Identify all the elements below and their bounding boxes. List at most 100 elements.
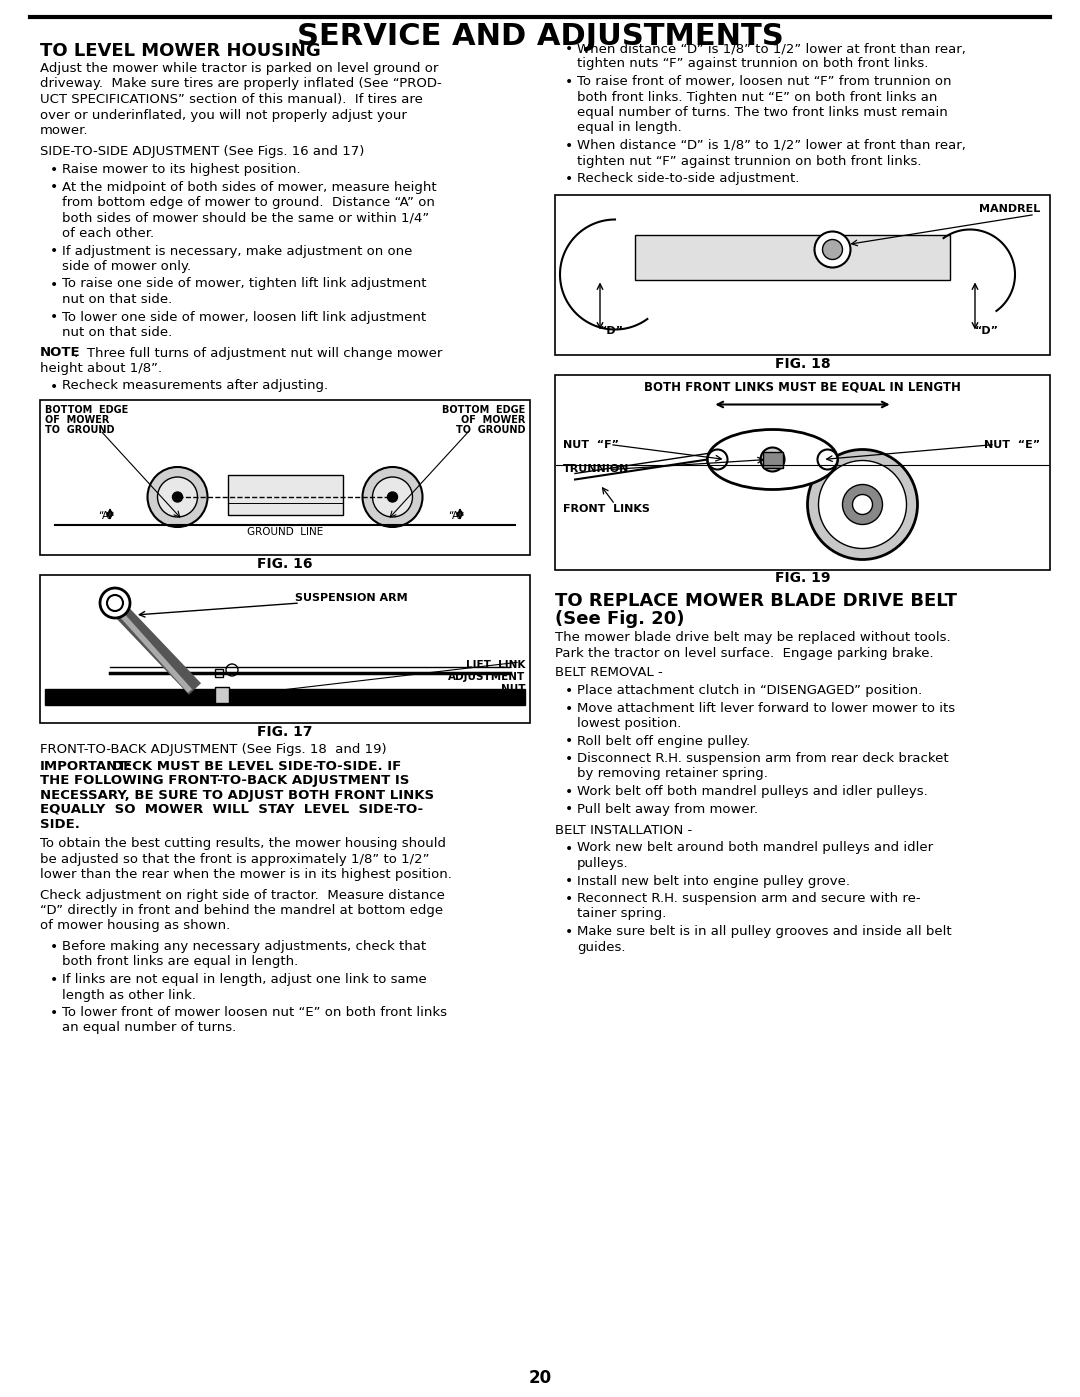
Text: DECK MUST BE LEVEL SIDE-TO-SIDE. IF: DECK MUST BE LEVEL SIDE-TO-SIDE. IF	[112, 760, 402, 773]
Circle shape	[363, 467, 422, 527]
Text: •: •	[50, 278, 58, 292]
Text: TO  GROUND: TO GROUND	[456, 425, 525, 434]
Text: FRONT  LINKS: FRONT LINKS	[563, 504, 650, 514]
Text: FIG. 19: FIG. 19	[774, 571, 831, 585]
Circle shape	[707, 450, 728, 469]
Text: •: •	[50, 163, 58, 177]
Text: Adjust the mower while tractor is parked on level ground or: Adjust the mower while tractor is parked…	[40, 61, 438, 75]
Text: Make sure belt is in all pulley grooves and inside all belt: Make sure belt is in all pulley grooves …	[577, 925, 951, 937]
Text: NUT: NUT	[500, 685, 525, 694]
Text: Pull belt away from mower.: Pull belt away from mower.	[577, 802, 758, 816]
Text: Before making any necessary adjustments, check that: Before making any necessary adjustments,…	[62, 940, 427, 953]
Text: UCT SPECIFICATIONS” section of this manual).  If tires are: UCT SPECIFICATIONS” section of this manu…	[40, 94, 423, 106]
Circle shape	[100, 588, 130, 617]
Circle shape	[158, 476, 198, 517]
Text: Roll belt off engine pulley.: Roll belt off engine pulley.	[577, 735, 751, 747]
Text: lowest position.: lowest position.	[577, 717, 681, 731]
Text: If adjustment is necessary, make adjustment on one: If adjustment is necessary, make adjustm…	[62, 244, 413, 257]
Text: •: •	[565, 172, 573, 186]
Text: side of mower only.: side of mower only.	[62, 260, 191, 272]
Text: Raise mower to its highest position.: Raise mower to its highest position.	[62, 163, 300, 176]
Bar	[762, 451, 783, 468]
Text: “D” directly in front and behind the mandrel at bottom edge: “D” directly in front and behind the man…	[40, 904, 443, 916]
Text: NUT  “E”: NUT “E”	[984, 440, 1040, 450]
Text: •: •	[565, 752, 573, 766]
Circle shape	[148, 467, 207, 527]
Text: IMPORTANT:: IMPORTANT:	[40, 760, 132, 773]
Bar	[555, 374, 1050, 570]
Text: •: •	[50, 310, 58, 324]
Circle shape	[814, 232, 851, 267]
Text: OF  MOWER: OF MOWER	[45, 415, 109, 425]
Text: an equal number of turns.: an equal number of turns.	[62, 1021, 237, 1035]
Text: both sides of mower should be the same or within 1/4”: both sides of mower should be the same o…	[62, 211, 429, 225]
Text: NUT  “F”: NUT “F”	[563, 440, 619, 450]
Text: BELT REMOVAL -: BELT REMOVAL -	[555, 666, 663, 679]
Text: LIFT  LINK: LIFT LINK	[465, 659, 525, 671]
Circle shape	[767, 454, 779, 465]
Text: by removing retainer spring.: by removing retainer spring.	[577, 767, 768, 781]
Text: TO REPLACE MOWER BLADE DRIVE BELT: TO REPLACE MOWER BLADE DRIVE BELT	[555, 591, 957, 609]
Text: TO  GROUND: TO GROUND	[45, 425, 114, 434]
Text: TRUNNION: TRUNNION	[563, 464, 630, 475]
Circle shape	[823, 239, 842, 260]
Text: •: •	[565, 701, 573, 715]
Text: tighten nut “F” against trunnion on both front links.: tighten nut “F” against trunnion on both…	[577, 155, 921, 168]
Text: of each other.: of each other.	[62, 226, 154, 240]
Text: mower.: mower.	[40, 124, 89, 137]
Text: •: •	[50, 244, 58, 258]
Text: TO LEVEL MOWER HOUSING: TO LEVEL MOWER HOUSING	[40, 42, 321, 60]
Circle shape	[842, 485, 882, 524]
Text: •: •	[565, 841, 573, 855]
Text: Work belt off both mandrel pulleys and idler pulleys.: Work belt off both mandrel pulleys and i…	[577, 785, 928, 798]
Circle shape	[107, 595, 123, 610]
Text: •: •	[50, 380, 58, 394]
Text: EQUALLY  SO  MOWER  WILL  STAY  LEVEL  SIDE-TO-: EQUALLY SO MOWER WILL STAY LEVEL SIDE-TO…	[40, 803, 423, 816]
Text: THE FOLLOWING FRONT-TO-BACK ADJUSTMENT IS: THE FOLLOWING FRONT-TO-BACK ADJUSTMENT I…	[40, 774, 409, 787]
Text: from bottom edge of mower to ground.  Distance “A” on: from bottom edge of mower to ground. Dis…	[62, 196, 435, 210]
Text: NECESSARY, BE SURE TO ADJUST BOTH FRONT LINKS: NECESSARY, BE SURE TO ADJUST BOTH FRONT …	[40, 788, 434, 802]
Text: NOTE: NOTE	[40, 346, 81, 359]
Text: OF  MOWER: OF MOWER	[461, 415, 525, 425]
Text: “A”: “A”	[448, 511, 463, 521]
Bar	[228, 475, 342, 515]
Bar	[45, 689, 525, 705]
Circle shape	[173, 492, 183, 502]
Text: The mower blade drive belt may be replaced without tools.: The mower blade drive belt may be replac…	[555, 631, 950, 644]
Bar	[40, 576, 530, 724]
Text: 20: 20	[528, 1369, 552, 1387]
Text: pulleys.: pulleys.	[577, 856, 629, 870]
Text: tainer spring.: tainer spring.	[577, 908, 666, 921]
Text: driveway.  Make sure tires are properly inflated (See “PROD-: driveway. Make sure tires are properly i…	[40, 77, 442, 91]
Text: BOTTOM  EDGE: BOTTOM EDGE	[442, 405, 525, 415]
Circle shape	[760, 447, 784, 472]
Text: •: •	[50, 940, 58, 954]
Text: height about 1/8”.: height about 1/8”.	[40, 362, 162, 374]
Text: To lower front of mower loosen nut “E” on both front links: To lower front of mower loosen nut “E” o…	[62, 1006, 447, 1018]
Text: SERVICE AND ADJUSTMENTS: SERVICE AND ADJUSTMENTS	[297, 22, 783, 52]
Text: •: •	[565, 802, 573, 816]
Text: GROUND  LINE: GROUND LINE	[247, 527, 323, 536]
Bar	[555, 194, 1050, 355]
Text: ADJUSTMENT: ADJUSTMENT	[448, 672, 525, 682]
Text: of mower housing as shown.: of mower housing as shown.	[40, 919, 230, 933]
Text: •: •	[565, 138, 573, 154]
Text: Move attachment lift lever forward to lower mower to its: Move attachment lift lever forward to lo…	[577, 701, 955, 714]
Text: both front links. Tighten nut “E” on both front links an: both front links. Tighten nut “E” on bot…	[577, 91, 937, 103]
Text: over or underinflated, you will not properly adjust your: over or underinflated, you will not prop…	[40, 109, 407, 122]
Ellipse shape	[707, 429, 837, 489]
Circle shape	[388, 492, 397, 502]
Text: •: •	[565, 42, 573, 56]
Text: FRONT-TO-BACK ADJUSTMENT (See Figs. 18  and 19): FRONT-TO-BACK ADJUSTMENT (See Figs. 18 a…	[40, 743, 387, 756]
Text: •: •	[50, 972, 58, 988]
Text: To raise front of mower, loosen nut “F” from trunnion on: To raise front of mower, loosen nut “F” …	[577, 75, 951, 88]
Text: (See Fig. 20): (See Fig. 20)	[555, 609, 685, 627]
Text: Place attachment clutch in “DISENGAGED” position.: Place attachment clutch in “DISENGAGED” …	[577, 685, 922, 697]
Bar	[215, 669, 222, 678]
Bar	[215, 687, 229, 703]
Circle shape	[808, 450, 918, 560]
Text: nut on that side.: nut on that side.	[62, 293, 172, 306]
Text: •: •	[565, 75, 573, 89]
Text: Disconnect R.H. suspension arm from rear deck bracket: Disconnect R.H. suspension arm from rear…	[577, 752, 948, 766]
Text: length as other link.: length as other link.	[62, 989, 195, 1002]
